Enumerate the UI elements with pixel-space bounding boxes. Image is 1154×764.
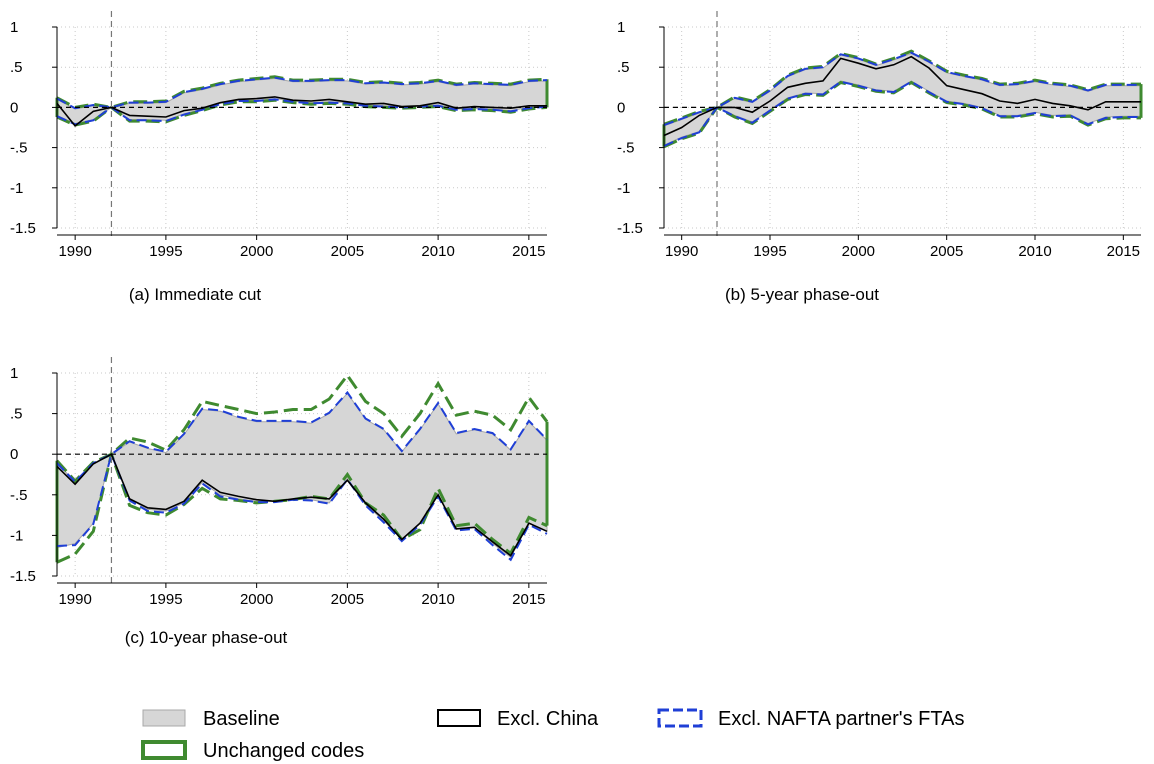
x-tick-label: 2010 <box>421 591 454 608</box>
series-lines <box>662 49 1143 149</box>
unchanged-codes-upper <box>55 372 549 484</box>
grid-lines <box>57 26 547 229</box>
x-tick-label: 1990 <box>58 243 91 260</box>
legend: Baseline Excl. China Excl. NAFTA partner… <box>141 708 964 762</box>
baseline-band-area <box>56 392 548 559</box>
y-tick-label: 1 <box>10 19 18 36</box>
y-tick-label: -1.5 <box>617 220 643 237</box>
x-tick-label: 1990 <box>665 243 698 260</box>
y-tick-label: -1.5 <box>10 568 36 585</box>
baseline-band <box>56 392 548 559</box>
excl-nafta-upper <box>663 51 1141 127</box>
x-tick-label: 2010 <box>421 243 454 260</box>
x-tick-label: 2015 <box>512 591 545 608</box>
x-tick-label: 1995 <box>149 243 182 260</box>
baseline-band-area <box>663 52 1142 146</box>
y-tick-label: -1.5 <box>10 220 36 237</box>
x-tick-label: 2005 <box>331 591 364 608</box>
y-tick-label: -1 <box>617 180 630 197</box>
x-tick-label: 1995 <box>149 591 182 608</box>
legend-label-unchanged-codes: Unchanged codes <box>203 740 364 762</box>
series-lines <box>55 372 549 564</box>
excl-nafta-upper <box>56 390 548 484</box>
y-tick-label: -.5 <box>10 487 28 504</box>
y-tick-label: 0 <box>617 99 625 116</box>
excl-nafta-lower <box>56 98 548 126</box>
unchanged-codes-upper <box>56 75 548 109</box>
panel-10-year-phase-out: 1 .5 0 -.5 -1 -1.5 1990 1995 2000 2005 2010 2015 (c… <box>10 357 549 647</box>
legend-label-excl-china: Excl. China <box>497 708 599 730</box>
panel-caption: (a) Immediate cut <box>129 285 262 304</box>
x-tick-label: 1995 <box>753 243 786 260</box>
legend-swatch-unchanged-codes <box>141 740 187 760</box>
x-tick-label: 2005 <box>930 243 963 260</box>
legend-swatch-excl-nafta <box>657 708 703 728</box>
x-tick-label: 2015 <box>1107 243 1140 260</box>
x-tick-label: 2005 <box>331 243 364 260</box>
reference-lines <box>57 357 547 584</box>
x-tick-label: 2000 <box>842 243 875 260</box>
panel-immediate-cut: 1 .5 0 -.5 -1 -1.5 1990 1995 2000 2005 2010 2015 (a… <box>10 11 549 304</box>
y-tick-label: -1 <box>10 527 23 544</box>
reference-lines <box>664 11 1141 236</box>
y-tick-label: -.5 <box>10 140 28 157</box>
axes: 1 .5 0 -.5 -1 -1.5 1990 1995 2000 2005 2010 2015 <box>10 19 547 260</box>
y-tick-label: 0 <box>10 446 18 463</box>
panel-5-year-phase-out: 1 .5 0 -.5 -1 -1.5 1990 1995 2000 2005 2010 2015 (b… <box>617 11 1143 304</box>
y-tick-label: .5 <box>10 406 23 423</box>
panel-caption: (c) 10-year phase-out <box>125 628 288 647</box>
excl-nafta-lower <box>663 80 1141 147</box>
excl-china-line <box>663 55 1141 137</box>
y-tick-label: 1 <box>10 365 18 382</box>
legend-swatch-excl-china <box>437 709 481 727</box>
y-tick-label: -1 <box>10 180 23 197</box>
x-tick-label: 2000 <box>240 243 273 260</box>
x-tick-label: 2000 <box>240 591 273 608</box>
excl-nafta-lower <box>56 450 548 562</box>
legend-label-excl-nafta: Excl. NAFTA partner's FTAs <box>718 708 964 730</box>
y-tick-label: .5 <box>10 59 23 76</box>
y-tick-label: 0 <box>10 99 18 116</box>
y-tick-label: .5 <box>617 59 630 76</box>
y-tick-label: -.5 <box>617 140 635 157</box>
excl-china-line <box>56 453 548 557</box>
baseline-band <box>663 52 1142 146</box>
axes: 1 .5 0 -.5 -1 -1.5 1990 1995 2000 2005 2010 2015 <box>617 19 1141 260</box>
panel-caption: (b) 5-year phase-out <box>725 285 879 304</box>
legend-label-baseline: Baseline <box>203 708 280 730</box>
x-tick-label: 1990 <box>58 591 91 608</box>
y-tick-label: 1 <box>617 19 625 36</box>
axes: 1 .5 0 -.5 -1 -1.5 1990 1995 2000 2005 2010 2015 <box>10 365 547 608</box>
x-tick-label: 2015 <box>512 243 545 260</box>
x-tick-label: 2010 <box>1018 243 1051 260</box>
reference-lines <box>57 11 547 236</box>
legend-swatch-baseline <box>142 709 186 727</box>
